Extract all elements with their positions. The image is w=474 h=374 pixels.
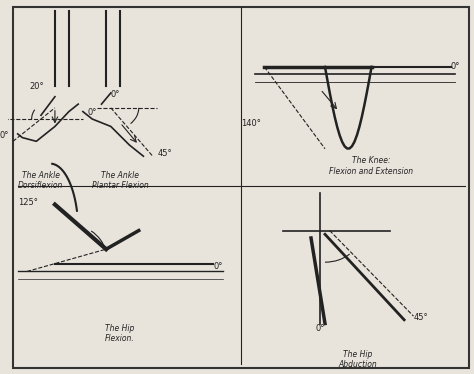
Text: 45°: 45° xyxy=(157,149,172,158)
Text: 140°: 140° xyxy=(241,119,261,128)
Text: The Hip
Abduction: The Hip Abduction xyxy=(338,350,377,369)
Text: The Hip
Flexion.: The Hip Flexion. xyxy=(105,324,135,343)
Text: 45°: 45° xyxy=(413,313,428,322)
FancyBboxPatch shape xyxy=(13,7,469,368)
Text: 0°: 0° xyxy=(88,108,97,117)
Text: 0°: 0° xyxy=(111,90,120,99)
Text: 0°: 0° xyxy=(451,62,460,71)
Text: 0°: 0° xyxy=(316,324,325,333)
Text: The Knee:
Flexion and Extension: The Knee: Flexion and Extension xyxy=(329,156,414,175)
Text: The Ankle
Plantar Flexion: The Ankle Plantar Flexion xyxy=(92,171,148,190)
Text: 125°: 125° xyxy=(18,197,37,206)
Text: The Ankle
Dorsiflexion: The Ankle Dorsiflexion xyxy=(18,171,64,190)
Text: 0°: 0° xyxy=(213,263,223,272)
Text: 20°: 20° xyxy=(29,82,44,91)
Text: 0°: 0° xyxy=(0,131,9,140)
